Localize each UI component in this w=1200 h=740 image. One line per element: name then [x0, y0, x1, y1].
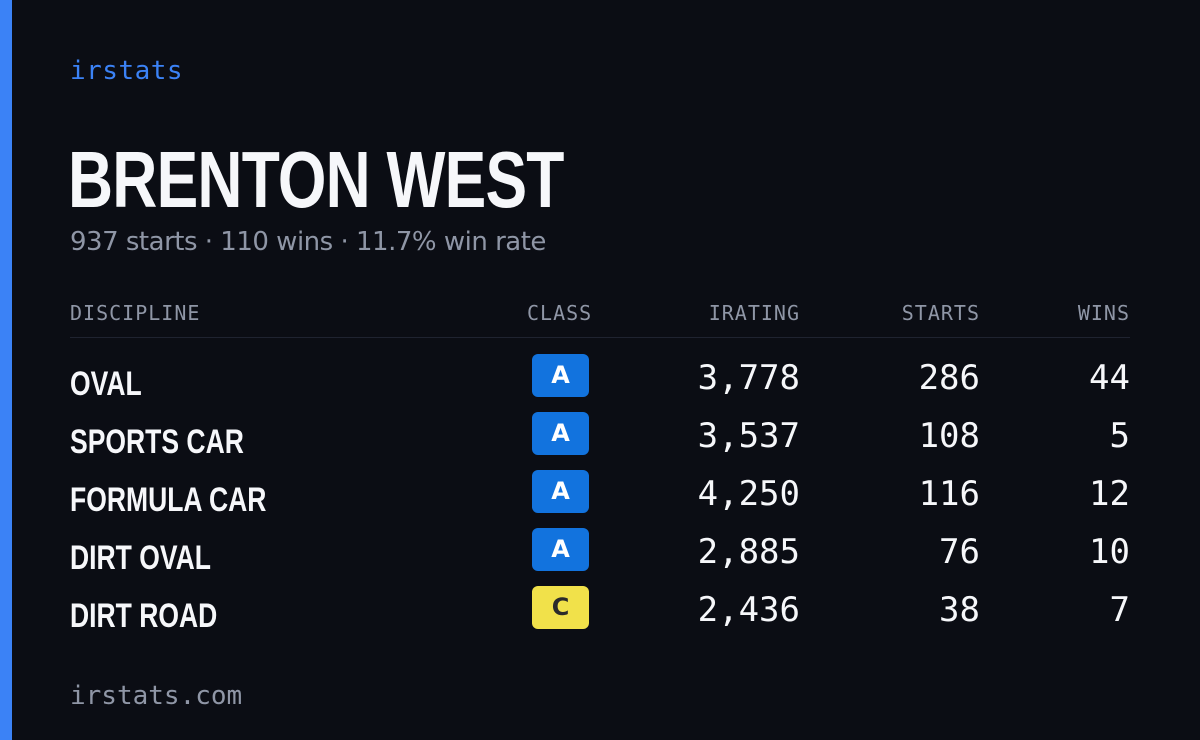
irating-value: 4,250 — [697, 474, 800, 514]
class-badge: A — [532, 470, 589, 513]
table-row: DIRT ROAD C 2,436 38 7 — [0, 582, 1200, 640]
driver-summary: 937 starts · 110 wins · 11.7% win rate — [70, 227, 546, 257]
discipline-table: OVAL A 3,778 286 44 SPORTS CAR A 3,537 1… — [0, 350, 1200, 640]
discipline-name: OVAL — [70, 365, 142, 403]
starts-value: 108 — [918, 416, 980, 456]
class-badge: C — [532, 586, 589, 629]
irating-value: 3,778 — [697, 358, 800, 398]
discipline-name: SPORTS CAR — [70, 423, 244, 461]
wins-value: 12 — [1089, 474, 1130, 514]
wins-value: 5 — [1109, 416, 1130, 456]
starts-value: 76 — [939, 532, 980, 572]
wins-value: 44 — [1089, 358, 1130, 398]
header-starts: STARTS — [901, 301, 980, 325]
header-irating: IRATING — [708, 301, 800, 325]
class-badge: A — [532, 412, 589, 455]
discipline-name: DIRT OVAL — [70, 539, 211, 577]
footer-url: irstats.com — [70, 681, 243, 711]
wins-value: 10 — [1089, 532, 1130, 572]
header-class: CLASS — [527, 301, 593, 325]
driver-name: BRENTON WEST — [68, 135, 564, 224]
header-discipline: DISCIPLINE — [70, 301, 201, 325]
wins-value: 7 — [1109, 590, 1130, 630]
header-divider — [70, 337, 1130, 338]
class-badge: A — [532, 354, 589, 397]
class-badge: A — [532, 528, 589, 571]
starts-value: 116 — [918, 474, 980, 514]
starts-value: 38 — [939, 590, 980, 630]
irating-value: 2,436 — [697, 590, 800, 630]
discipline-name: FORMULA CAR — [70, 481, 267, 519]
table-row: FORMULA CAR A 4,250 116 12 — [0, 466, 1200, 524]
table-row: SPORTS CAR A 3,537 108 5 — [0, 408, 1200, 466]
table-row: OVAL A 3,778 286 44 — [0, 350, 1200, 408]
accent-bar — [0, 0, 12, 740]
irating-value: 2,885 — [697, 532, 800, 572]
discipline-name: DIRT ROAD — [70, 597, 218, 635]
irating-value: 3,537 — [697, 416, 800, 456]
starts-value: 286 — [918, 358, 980, 398]
brand-logo: irstats — [70, 56, 184, 86]
table-row: DIRT OVAL A 2,885 76 10 — [0, 524, 1200, 582]
header-wins: WINS — [1077, 301, 1130, 325]
